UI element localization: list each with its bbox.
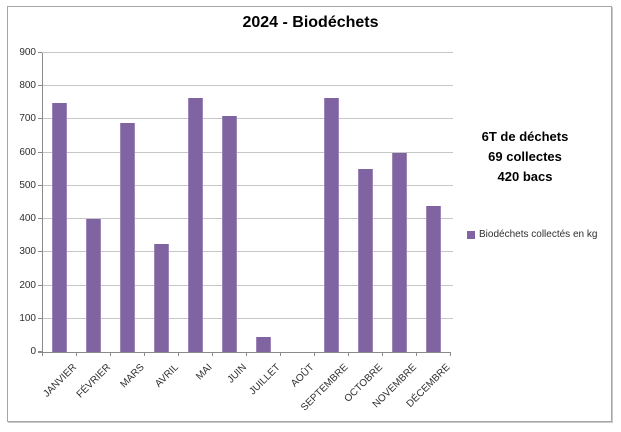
y-axis-tick xyxy=(38,85,42,87)
y-axis-tick-label: 800 xyxy=(19,80,36,92)
legend: Biodéchets collectés en kg xyxy=(467,229,617,240)
y-axis-tick xyxy=(38,351,42,352)
y-axis-tick xyxy=(38,52,42,53)
x-axis-tick xyxy=(42,352,43,356)
bar-décembre xyxy=(425,205,441,352)
y-axis-tick xyxy=(38,151,42,153)
x-axis-tick xyxy=(178,352,179,356)
x-axis-tick xyxy=(280,352,281,356)
x-axis-tick xyxy=(450,352,451,356)
y-axis-tick-label: 700 xyxy=(19,113,36,125)
x-axis-tick xyxy=(76,352,77,356)
x-axis-tick xyxy=(110,352,111,356)
x-axis-label-janvier: JANVIER xyxy=(41,362,79,400)
x-axis-label-mars: MARS xyxy=(118,362,147,391)
x-axis-label-avril: AVRIL xyxy=(153,362,181,390)
stats-annotation: 6T de déchets 69 collectes 420 bacs xyxy=(455,127,595,187)
bar-janvier xyxy=(51,102,67,352)
y-axis-tick-label: 0 xyxy=(30,346,36,357)
y-axis-tick-label: 400 xyxy=(19,213,36,225)
stats-line-collections: 69 collectes xyxy=(488,149,562,164)
bar-avril xyxy=(153,244,169,352)
y-axis-tick-label: 100 xyxy=(19,312,36,324)
legend-marker-icon xyxy=(467,230,475,239)
y-gridline xyxy=(42,251,453,253)
x-axis-label-août: AOÛT xyxy=(289,362,317,390)
stats-line-bins: 420 bacs xyxy=(497,169,553,184)
x-axis-label-juin: JUIN xyxy=(225,362,249,386)
y-axis-tick-label: 900 xyxy=(19,47,36,58)
x-axis-tick xyxy=(416,352,417,356)
bar-février xyxy=(85,219,101,352)
bar-novembre xyxy=(391,152,407,352)
y-axis-tick xyxy=(38,118,42,120)
y-gridline xyxy=(42,85,453,87)
x-axis-tick xyxy=(144,352,145,356)
x-axis-tick xyxy=(348,352,349,356)
y-axis-tick xyxy=(38,218,42,220)
stats-line-total: 6T de déchets xyxy=(481,129,569,144)
y-axis-tick xyxy=(38,184,42,186)
y-gridline xyxy=(42,317,453,319)
bar-septembre xyxy=(323,97,339,352)
y-gridline xyxy=(42,118,453,120)
legend-label: Biodéchets collectés en kg xyxy=(479,229,598,240)
y-axis-tick-label: 600 xyxy=(19,146,36,158)
y-gridline xyxy=(42,52,453,53)
y-axis-tick xyxy=(38,284,42,286)
x-axis-line xyxy=(38,352,451,353)
bar-mars xyxy=(119,122,135,352)
y-axis-line xyxy=(42,53,43,352)
bar-juillet xyxy=(255,337,271,352)
x-axis-label-mai: MAI xyxy=(194,362,215,383)
y-axis-tick xyxy=(38,317,42,319)
x-axis-label-juillet: JUILLET xyxy=(247,362,283,398)
y-gridline xyxy=(42,284,453,286)
y-gridline xyxy=(42,151,453,153)
x-axis-label-février: FÉVRIER xyxy=(74,362,113,401)
y-gridline xyxy=(42,218,453,220)
chart-title: 2024 - Biodéchets xyxy=(242,14,379,31)
x-axis-tick xyxy=(314,352,315,356)
bar-octobre xyxy=(357,169,373,352)
x-axis-tick xyxy=(246,352,247,356)
y-gridline xyxy=(42,184,453,186)
x-axis-tick xyxy=(212,352,213,356)
bar-mai xyxy=(187,97,203,352)
bar-juin xyxy=(221,116,237,352)
y-axis-tick-label: 200 xyxy=(19,279,36,291)
y-axis-tick-label: 300 xyxy=(19,246,36,258)
y-axis-tick xyxy=(38,251,42,253)
x-axis-tick xyxy=(382,352,383,356)
y-axis-tick-label: 500 xyxy=(19,179,36,191)
